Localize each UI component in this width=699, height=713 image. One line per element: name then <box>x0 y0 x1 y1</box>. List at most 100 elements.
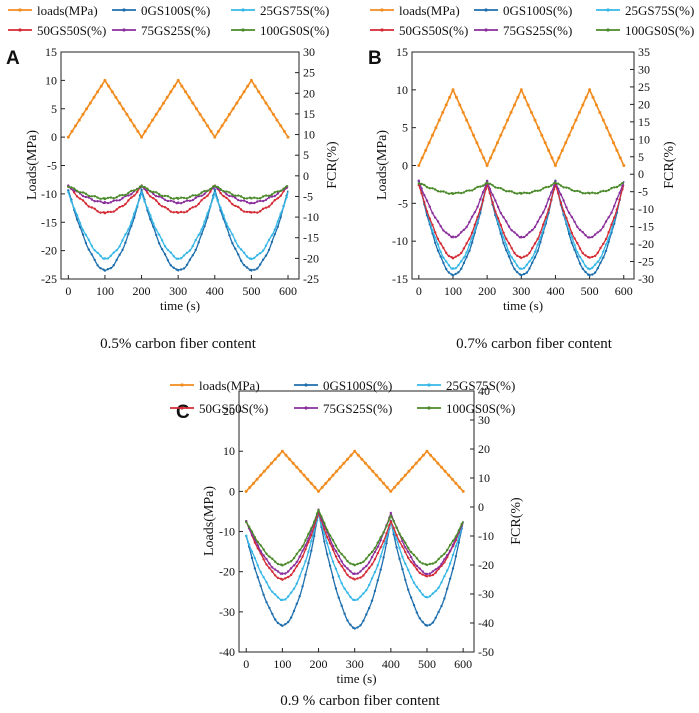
loads-point <box>110 90 114 94</box>
loads-point <box>475 141 479 145</box>
loads-point <box>411 465 414 469</box>
x-axis-label: time (s) <box>160 298 200 313</box>
loads-point <box>465 118 469 122</box>
y-left-tick-label: -15 <box>392 272 408 286</box>
series-25gs75s <box>67 190 289 261</box>
y-right-tick-label: 15 <box>303 107 315 121</box>
x-tick-label: 600 <box>615 284 633 298</box>
x-axis-label: time (s) <box>503 298 543 313</box>
y-right-tick-label: -40 <box>478 616 494 630</box>
series-75gs25s <box>417 179 625 239</box>
y-left-tick-label: -20 <box>219 565 235 579</box>
y-right-tick-label: -5 <box>638 185 648 199</box>
legend-label-loads-mpa: loads(MPa) <box>399 3 460 18</box>
loads-point <box>540 133 544 137</box>
loads-point <box>427 141 431 145</box>
loads-point <box>499 133 503 137</box>
loads-point <box>284 453 288 457</box>
y-right-tick-label: 30 <box>303 45 315 59</box>
y-left-tick-label: 0 <box>402 159 408 173</box>
loads-point <box>550 156 554 160</box>
loads-point <box>136 129 140 133</box>
x-tick-label: 0 <box>65 284 71 298</box>
loads-point <box>564 141 568 145</box>
x-tick-label: 200 <box>133 284 151 298</box>
y-right-tick-label: 40 <box>478 384 490 398</box>
legend-marker-100gs0s <box>606 28 610 32</box>
legend-label-25gs75s: 25GS75S(%) <box>260 3 329 18</box>
loads-point <box>560 148 564 152</box>
loads-point <box>85 107 89 111</box>
y-right-tick-label: 15 <box>638 115 650 129</box>
loads-point <box>132 124 136 128</box>
x-tick-label: 100 <box>96 284 114 298</box>
series-line-50gs50s <box>67 183 289 215</box>
y-left-tick-label: 5 <box>402 121 408 135</box>
loads-point <box>268 107 272 111</box>
y-left-tick-label: 10 <box>45 73 57 87</box>
y-left-tick-label: 0 <box>51 130 57 144</box>
loads-point <box>257 90 261 94</box>
x-tick-label: 300 <box>512 284 530 298</box>
y-right-tick-label: -5 <box>303 189 313 203</box>
y-right-tick-label: 5 <box>638 150 644 164</box>
loads-point <box>92 95 96 99</box>
loads-point <box>371 469 375 473</box>
y-left-tick-label: -5 <box>47 159 57 173</box>
series-line-0gs100s <box>418 180 625 277</box>
loads-point <box>327 477 331 481</box>
loads-point <box>618 156 622 160</box>
series-line-25gs75s <box>67 191 289 260</box>
loads-point <box>389 489 393 493</box>
legend-marker-25gs75s <box>241 8 245 12</box>
loads-point <box>622 164 626 167</box>
loads-point <box>450 477 454 481</box>
y-right-tick-label: -20 <box>478 558 494 572</box>
loads-point <box>447 473 451 477</box>
y-left-tick-label: 20 <box>223 404 235 418</box>
legend-label-25gs75s: 25GS75S(%) <box>625 3 694 18</box>
loads-point <box>588 88 592 92</box>
panel-B: B0 100 200 300 400 500 600-15-10-5051015-30-25… <box>368 45 677 313</box>
x-tick-label: 0 <box>243 657 249 671</box>
loads-point <box>440 465 443 469</box>
loads-point <box>567 133 571 137</box>
y-left-tick-label: -10 <box>41 187 57 201</box>
loads-point <box>421 453 425 457</box>
loads-point <box>216 129 220 133</box>
series-loads <box>66 78 290 139</box>
panel-caption-A: 0.5% carbon fiber content <box>100 336 257 352</box>
loads-point <box>81 112 85 116</box>
loads-point <box>492 148 496 152</box>
loads-point <box>253 84 257 88</box>
legend-marker-0gs100s <box>122 8 126 12</box>
loads-point <box>448 95 452 99</box>
loads-point <box>248 485 252 489</box>
loads-point <box>231 107 235 111</box>
loads-point <box>264 101 268 105</box>
loads-point <box>262 469 266 473</box>
y-right-tick-label: 20 <box>303 86 315 100</box>
legend-label-75gs25s: 75GS25S(%) <box>323 401 392 416</box>
legend-label-loads-mpa: loads(MPa) <box>199 378 260 393</box>
loads-point <box>227 112 231 116</box>
loads-point <box>478 148 482 152</box>
y-right-tick-label: -10 <box>303 210 319 224</box>
y-left-tick-label: 15 <box>45 45 57 59</box>
y-left-tick-label: -30 <box>219 605 235 619</box>
loads-point <box>608 133 612 137</box>
y-left-tick-label: 10 <box>223 444 235 458</box>
series-50gs50s <box>417 182 625 260</box>
loads-point <box>509 111 513 114</box>
plot-frame <box>60 51 300 280</box>
loads-point <box>187 95 191 99</box>
loads-point <box>513 103 516 107</box>
loads-point <box>400 477 404 481</box>
y-right-tick-label: -20 <box>638 237 654 251</box>
loads-point <box>461 489 465 493</box>
y-right-tick-label: 20 <box>638 97 650 111</box>
panel-letter: C <box>176 402 190 423</box>
loads-point <box>367 465 371 469</box>
loads-point <box>224 118 228 122</box>
